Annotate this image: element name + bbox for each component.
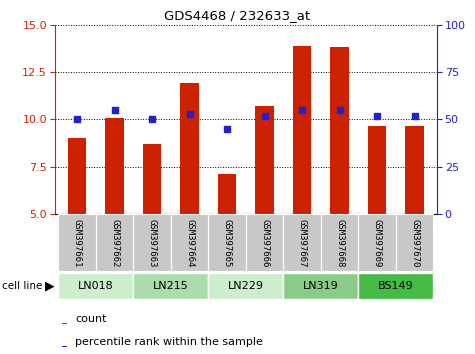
Bar — [368, 126, 386, 214]
Bar — [58, 273, 133, 299]
Text: GDS4468 / 232633_at: GDS4468 / 232633_at — [164, 9, 311, 22]
Point — [186, 111, 193, 116]
Text: LN229: LN229 — [228, 281, 264, 291]
Text: GSM397664: GSM397664 — [185, 219, 194, 268]
Bar — [358, 214, 396, 271]
Text: percentile rank within the sample: percentile rank within the sample — [75, 337, 263, 347]
Text: ▶: ▶ — [45, 279, 54, 292]
Bar — [133, 214, 171, 271]
Bar — [330, 47, 349, 214]
Bar — [283, 273, 358, 299]
Text: GSM397661: GSM397661 — [73, 219, 82, 268]
Text: count: count — [75, 314, 106, 324]
Point — [373, 113, 381, 119]
Text: GSM397662: GSM397662 — [110, 219, 119, 268]
Bar — [96, 214, 133, 271]
Text: GSM397670: GSM397670 — [410, 219, 419, 268]
Bar — [68, 138, 86, 214]
Point — [223, 126, 231, 132]
Bar — [171, 214, 209, 271]
Bar — [246, 214, 283, 271]
Bar — [293, 46, 312, 214]
Bar — [180, 84, 199, 214]
Bar — [142, 144, 162, 214]
Bar — [255, 106, 274, 214]
Text: GSM397666: GSM397666 — [260, 219, 269, 268]
Point — [298, 107, 306, 113]
Text: LN215: LN215 — [153, 281, 189, 291]
Point — [261, 113, 268, 119]
Text: cell line: cell line — [2, 281, 43, 291]
Point — [73, 116, 81, 122]
Bar — [396, 214, 433, 271]
Text: LN319: LN319 — [303, 281, 339, 291]
Text: BS149: BS149 — [378, 281, 414, 291]
Bar — [133, 273, 209, 299]
Bar — [321, 214, 358, 271]
Text: GSM397665: GSM397665 — [223, 219, 232, 268]
Text: LN018: LN018 — [78, 281, 114, 291]
Text: GSM397668: GSM397668 — [335, 219, 344, 268]
Bar — [218, 175, 237, 214]
Point — [148, 116, 156, 122]
Bar — [105, 118, 124, 214]
Bar — [58, 214, 96, 271]
Point — [111, 107, 118, 113]
Bar — [405, 126, 424, 214]
Text: GSM397667: GSM397667 — [297, 219, 306, 268]
Bar — [283, 214, 321, 271]
Bar — [62, 323, 67, 324]
Point — [411, 113, 418, 119]
Text: GSM397669: GSM397669 — [372, 219, 381, 268]
Text: GSM397663: GSM397663 — [148, 219, 157, 268]
Bar — [62, 346, 67, 347]
Point — [336, 107, 343, 113]
Bar — [209, 214, 246, 271]
Bar — [358, 273, 433, 299]
Bar — [209, 273, 283, 299]
